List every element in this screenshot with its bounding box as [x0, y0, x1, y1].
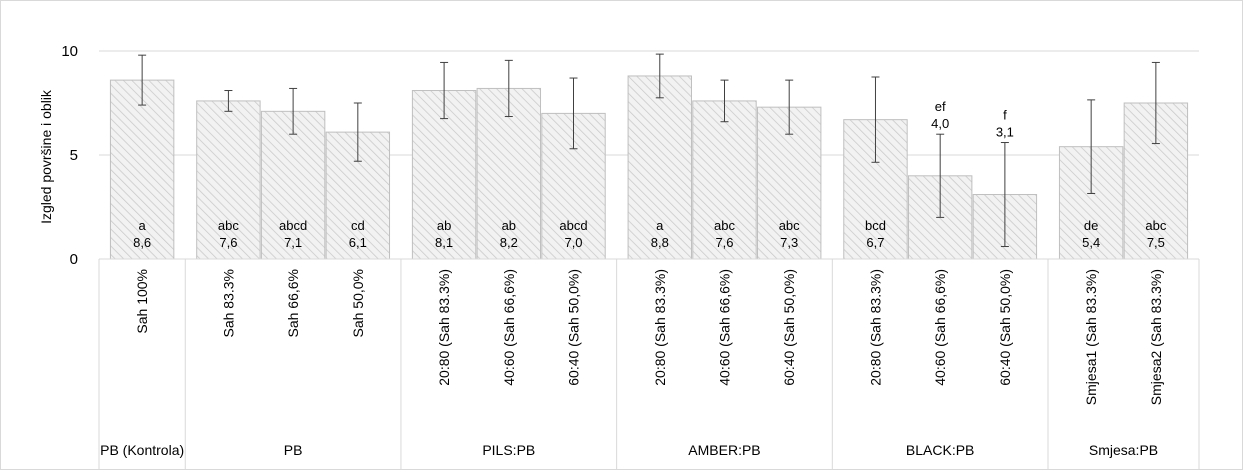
- x-category-label: 40:60 (Sah 66,6%): [932, 269, 948, 386]
- value-label: 7,3: [780, 235, 798, 250]
- x-category-label: Sah 50,0%: [350, 269, 366, 338]
- value-label: 3,1: [996, 125, 1014, 140]
- significance-letter-label: de: [1084, 218, 1098, 233]
- x-category-label: Sah 100%: [134, 269, 150, 334]
- value-label: 4,0: [931, 116, 949, 131]
- group-label: AMBER:PB: [688, 442, 760, 458]
- significance-letter-label: abc: [218, 218, 239, 233]
- axes: 0 5 10 Sah 100% PB (Kontrola) Sah 83.3% Sah 66…: [61, 43, 1200, 469]
- x-category-label: 40:60 (Sah 66,6%): [501, 269, 517, 386]
- value-label: 8,6: [133, 235, 151, 250]
- bar: [260, 110, 326, 260]
- y-tick-label: 0: [70, 251, 78, 268]
- value-label: 7,5: [1147, 235, 1165, 250]
- group-label: PILS:PB: [482, 442, 535, 458]
- significance-letter-label: f: [1003, 108, 1007, 123]
- x-category-label: 60:40 (Sah 50,0%): [997, 269, 1013, 386]
- significance-letter-label: bcd: [865, 218, 886, 233]
- significance-letter-label: ab: [437, 218, 451, 233]
- significance-letter-label: abcd: [279, 218, 307, 233]
- y-tick-label: 5: [70, 147, 78, 164]
- significance-letter-label: abc: [714, 218, 735, 233]
- significance-letter-label: ab: [502, 218, 516, 233]
- data-labels: a8,6abc7,6abcd7,1cd6,1ab8,1ab8,2abcd7,0a…: [133, 99, 1167, 250]
- value-label: 6,7: [866, 235, 884, 250]
- x-category-label: Smjesa1 (Sah 83.3%): [1083, 269, 1099, 405]
- x-category-label: 40:60 (Sah 66,6%): [716, 269, 732, 386]
- value-label: 5,4: [1082, 235, 1100, 250]
- value-label: 6,1: [349, 235, 367, 250]
- significance-letter-label: a: [656, 218, 664, 233]
- error-bars: [138, 53, 1160, 248]
- value-label: 8,8: [651, 235, 669, 250]
- y-tick-label: 10: [61, 43, 78, 60]
- value-label: 7,6: [219, 235, 237, 250]
- x-category-label: 60:40 (Sah 50,0%): [781, 269, 797, 386]
- significance-letter-label: abcd: [559, 218, 587, 233]
- x-category-label: 60:40 (Sah 50,0%): [566, 269, 582, 386]
- significance-letter-label: abc: [779, 218, 800, 233]
- significance-letter-label: ef: [935, 99, 946, 114]
- group-label: Smjesa:PB: [1089, 442, 1158, 458]
- group-label: PB (Kontrola): [100, 442, 184, 458]
- value-label: 8,2: [500, 235, 518, 250]
- group-label: PB: [284, 442, 303, 458]
- x-category-label: Smjesa2 (Sah 83.3%): [1148, 269, 1164, 405]
- x-category-label: 20:80 (Sah 83.3%): [867, 269, 883, 386]
- significance-letter-label: abc: [1145, 218, 1166, 233]
- x-category-label: 20:80 (Sah 83.3%): [652, 269, 668, 386]
- value-label: 7,6: [715, 235, 733, 250]
- x-category-label: Sah 66,6%: [285, 269, 301, 338]
- x-category-label: Sah 83.3%: [220, 269, 236, 338]
- significance-letter-label: a: [139, 218, 147, 233]
- significance-letter-label: cd: [351, 218, 365, 233]
- y-axis-label: Izgled površine i oblik: [38, 89, 54, 224]
- value-label: 8,1: [435, 235, 453, 250]
- bar: [109, 79, 175, 260]
- bar: [692, 100, 757, 260]
- value-label: 7,0: [564, 235, 582, 250]
- value-label: 7,1: [284, 235, 302, 250]
- group-label: BLACK:PB: [906, 442, 974, 458]
- x-category-label: 20:80 (Sah 83.3%): [436, 269, 452, 386]
- bars: [109, 75, 1189, 260]
